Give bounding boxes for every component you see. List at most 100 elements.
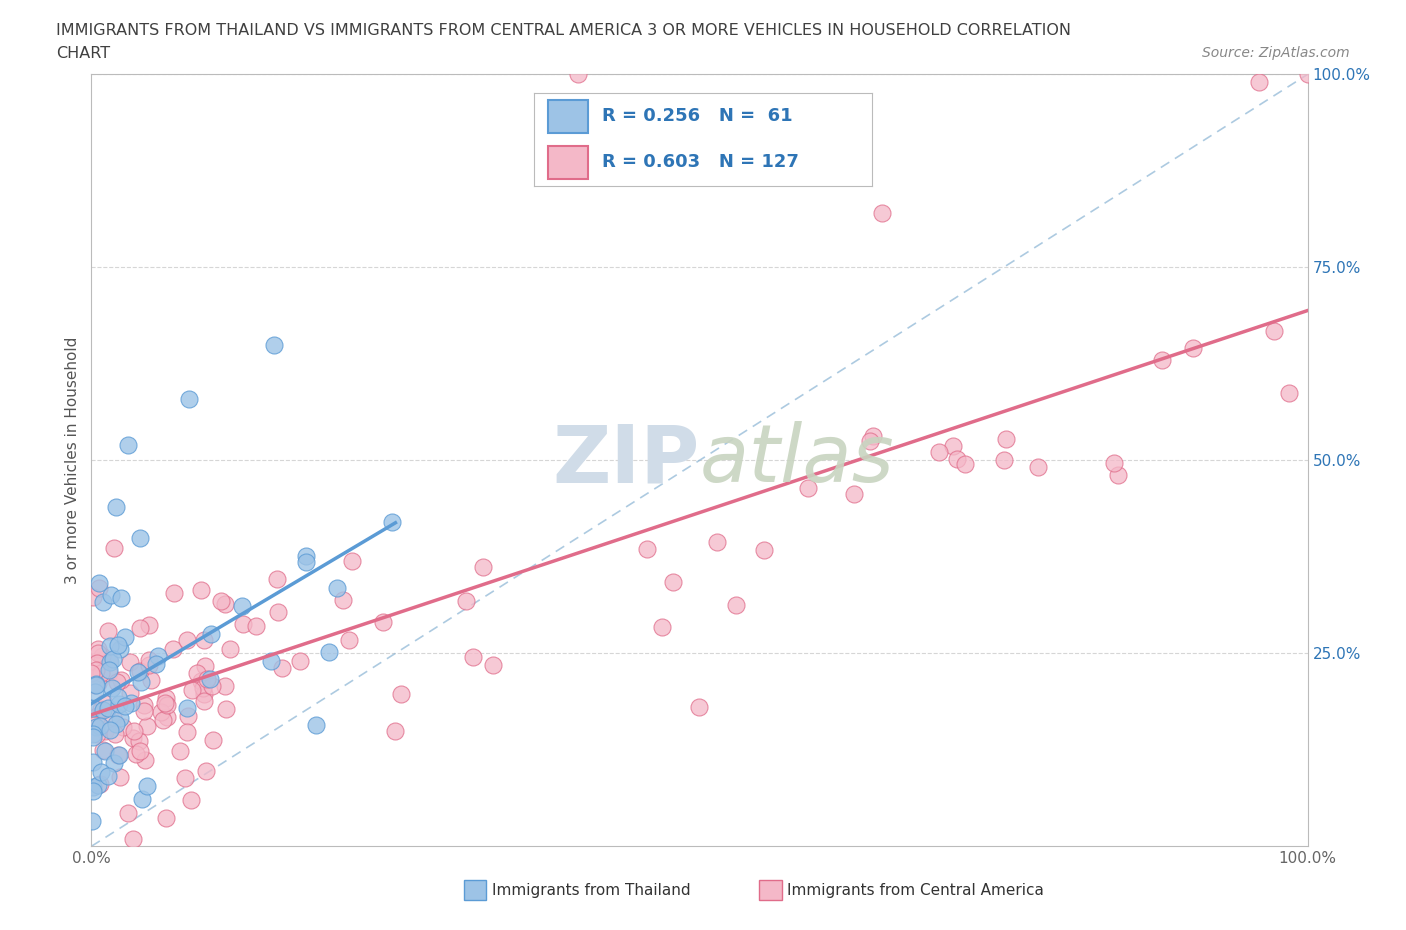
Point — [97, 663, 120, 678]
Point — [195, 671, 218, 686]
Point — [91, 649, 114, 664]
Point — [662, 574, 685, 589]
Point — [104, 726, 127, 741]
Point — [156, 698, 179, 712]
Point — [688, 700, 710, 715]
Point — [1296, 67, 1319, 82]
Point — [162, 642, 184, 657]
Point — [1026, 459, 1049, 474]
Point — [232, 617, 254, 631]
FancyBboxPatch shape — [548, 146, 588, 179]
Point — [90, 701, 112, 716]
Point — [180, 792, 202, 807]
Point — [176, 632, 198, 647]
Point — [121, 831, 143, 846]
Point — [231, 598, 253, 613]
Point — [219, 642, 242, 657]
Point — [110, 672, 132, 687]
Point — [318, 645, 340, 660]
Point — [176, 724, 198, 739]
Text: R = 0.256   N =  61: R = 0.256 N = 61 — [602, 107, 793, 126]
Point — [181, 682, 204, 697]
Point — [82, 726, 104, 741]
Text: Immigrants from Central America: Immigrants from Central America — [787, 883, 1045, 897]
Point — [191, 681, 214, 696]
Point — [797, 481, 820, 496]
Point — [82, 754, 104, 769]
Point — [98, 653, 121, 668]
Point — [131, 791, 153, 806]
Point — [98, 723, 121, 737]
Point — [198, 671, 221, 686]
Point — [107, 697, 129, 711]
Point — [128, 620, 150, 635]
Point — [83, 684, 105, 699]
Point — [107, 690, 129, 705]
Point — [122, 724, 145, 738]
Point — [636, 541, 658, 556]
Point — [1182, 341, 1205, 356]
Point — [103, 755, 125, 770]
Point — [97, 701, 120, 716]
Point — [112, 720, 135, 735]
Point — [725, 598, 748, 613]
Point — [91, 594, 114, 609]
Point — [993, 453, 1015, 468]
Point — [186, 666, 208, 681]
Point — [942, 439, 965, 454]
Point — [651, 619, 673, 634]
Point — [326, 580, 349, 595]
Point — [295, 554, 318, 569]
Point — [80, 814, 103, 829]
Point — [83, 718, 105, 733]
Point — [373, 615, 395, 630]
Point — [267, 604, 290, 619]
Point — [149, 704, 172, 719]
Point — [90, 666, 112, 681]
Point — [101, 651, 124, 666]
Point — [1278, 385, 1301, 400]
Point — [177, 392, 200, 406]
Point — [129, 744, 152, 759]
Point — [129, 675, 152, 690]
Point — [82, 779, 104, 794]
Text: R = 0.603   N = 127: R = 0.603 N = 127 — [602, 153, 799, 171]
Point — [136, 719, 159, 734]
Point — [862, 429, 884, 444]
Point — [110, 769, 132, 784]
Point — [104, 499, 127, 514]
Point — [98, 655, 121, 670]
Point — [87, 576, 110, 591]
Point — [270, 660, 292, 675]
Point — [214, 596, 236, 611]
Point — [342, 554, 364, 569]
Point — [86, 709, 108, 724]
Point — [87, 778, 110, 793]
Point — [214, 679, 236, 694]
Point — [995, 432, 1018, 446]
Point — [114, 629, 136, 644]
Point — [842, 486, 865, 501]
Point — [263, 338, 285, 352]
Point — [87, 641, 110, 656]
Point — [138, 658, 160, 672]
Point — [100, 638, 122, 653]
Text: atlas: atlas — [699, 421, 894, 499]
Point — [152, 712, 174, 727]
Point — [389, 686, 412, 701]
Point — [332, 592, 354, 607]
Point — [108, 642, 131, 657]
Point — [84, 720, 107, 735]
Point — [107, 637, 129, 652]
Point — [82, 729, 104, 744]
Point — [482, 658, 505, 672]
Point — [928, 445, 950, 459]
Point — [89, 580, 111, 595]
Point — [138, 653, 160, 668]
Text: CHART: CHART — [56, 46, 110, 61]
Point — [100, 588, 122, 603]
Point — [117, 437, 139, 452]
Point — [87, 675, 110, 690]
Point — [215, 701, 238, 716]
Point — [1107, 468, 1129, 483]
